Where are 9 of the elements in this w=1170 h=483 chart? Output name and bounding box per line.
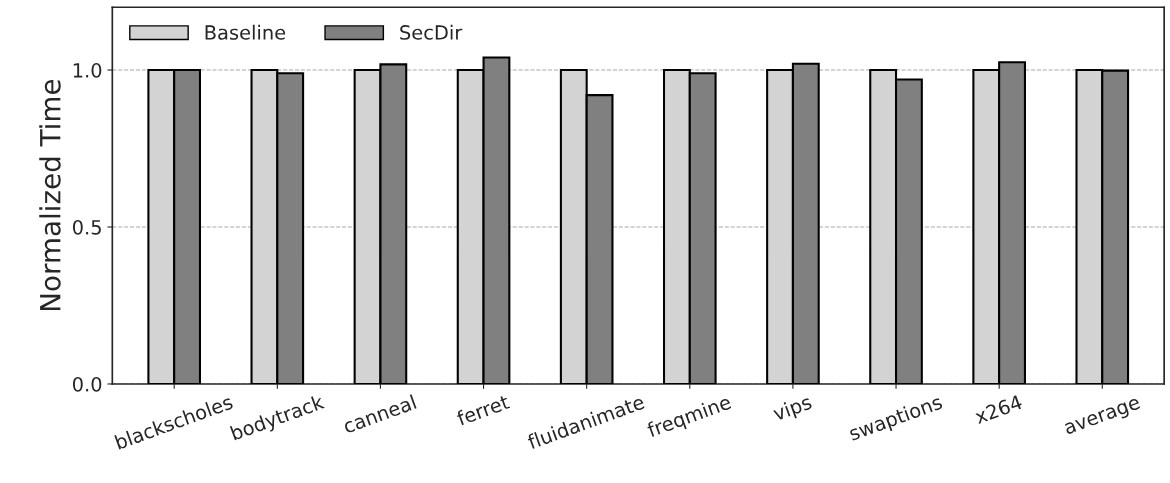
y-tick-label: 0.0 xyxy=(72,376,102,392)
legend-label: Baseline xyxy=(205,24,286,40)
x-tick-label: ferret xyxy=(455,393,511,427)
legend-label: SecDir xyxy=(400,24,463,40)
y-tick-label: 1.0 xyxy=(73,62,102,78)
x-tick-label: vips xyxy=(771,394,814,425)
y-tick-label: 0.5 xyxy=(72,219,101,235)
y-axis-title: Normalized Time xyxy=(39,79,61,311)
x-tick-label: x264 xyxy=(973,394,1023,425)
